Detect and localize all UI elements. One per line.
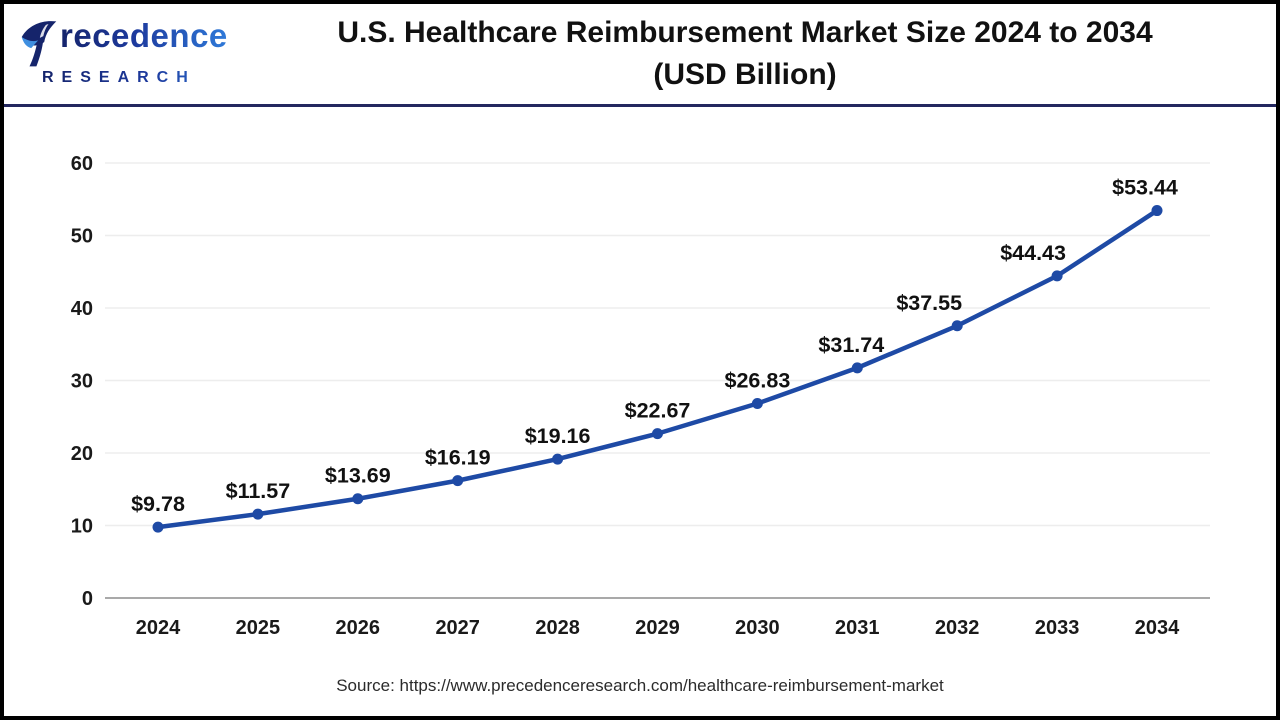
data-point-label: $26.83 xyxy=(725,368,791,392)
data-point xyxy=(452,475,464,487)
y-tick-label: 0 xyxy=(82,588,93,610)
data-point xyxy=(1151,205,1163,217)
data-point xyxy=(252,508,264,520)
data-point-label: $31.74 xyxy=(818,333,884,357)
logo-wordmark: recedence xyxy=(60,17,228,54)
data-point xyxy=(152,521,164,533)
x-tick-label: 2030 xyxy=(735,617,780,639)
x-tick-label: 2031 xyxy=(835,617,880,639)
data-point xyxy=(552,453,564,465)
x-tick-label: 2034 xyxy=(1135,617,1180,639)
x-tick-label: 2026 xyxy=(336,617,381,639)
data-point-label: $44.43 xyxy=(1000,241,1066,265)
header: recedence RESEARCH U.S. Healthcare Reimb… xyxy=(4,4,1276,107)
data-point-label: $19.16 xyxy=(525,424,591,448)
data-point-label: $53.44 xyxy=(1112,176,1178,200)
x-tick-label: 2025 xyxy=(236,617,281,639)
y-tick-label: 50 xyxy=(71,226,93,248)
data-point-label: $11.57 xyxy=(226,479,291,503)
data-point xyxy=(652,428,663,440)
x-tick-label: 2033 xyxy=(1035,617,1080,639)
x-tick-label: 2032 xyxy=(935,617,980,639)
data-point-label: $22.67 xyxy=(625,399,691,423)
data-point xyxy=(851,362,863,374)
y-tick-label: 20 xyxy=(71,443,93,465)
logo-research-label: RESEARCH xyxy=(42,69,240,87)
x-tick-label: 2028 xyxy=(535,617,580,639)
data-point-label: $16.19 xyxy=(425,446,491,470)
y-tick-label: 40 xyxy=(71,298,93,320)
x-tick-label: 2029 xyxy=(635,617,680,639)
y-tick-label: 30 xyxy=(71,371,93,393)
y-tick-label: 60 xyxy=(71,153,93,175)
data-point xyxy=(751,397,763,409)
data-point-label: $9.78 xyxy=(131,492,185,516)
y-tick-label: 10 xyxy=(71,516,93,538)
data-point xyxy=(1051,270,1063,282)
x-tick-label: 2027 xyxy=(435,617,480,639)
brand-logo: recedence RESEARCH xyxy=(20,18,240,87)
precedence-logo-icon xyxy=(21,21,57,67)
data-point-label: $13.69 xyxy=(325,464,391,488)
chart-area: 0 10 20 30 40 50 60 2024 2025 2026 2027 2028 2029 203… xyxy=(4,107,1276,677)
chart-title: U.S. Healthcare Reimbursement Market Siz… xyxy=(244,4,1246,104)
data-point xyxy=(951,320,963,332)
x-tick-label: 2024 xyxy=(136,617,181,639)
source-text: Source: https://www.precedenceresearch.c… xyxy=(336,676,944,695)
chart-title-line2: (USD Billion) xyxy=(653,58,837,91)
data-point xyxy=(352,493,364,505)
chart-title-line1: U.S. Healthcare Reimbursement Market Siz… xyxy=(337,16,1153,49)
data-point-label: $37.55 xyxy=(896,291,962,315)
